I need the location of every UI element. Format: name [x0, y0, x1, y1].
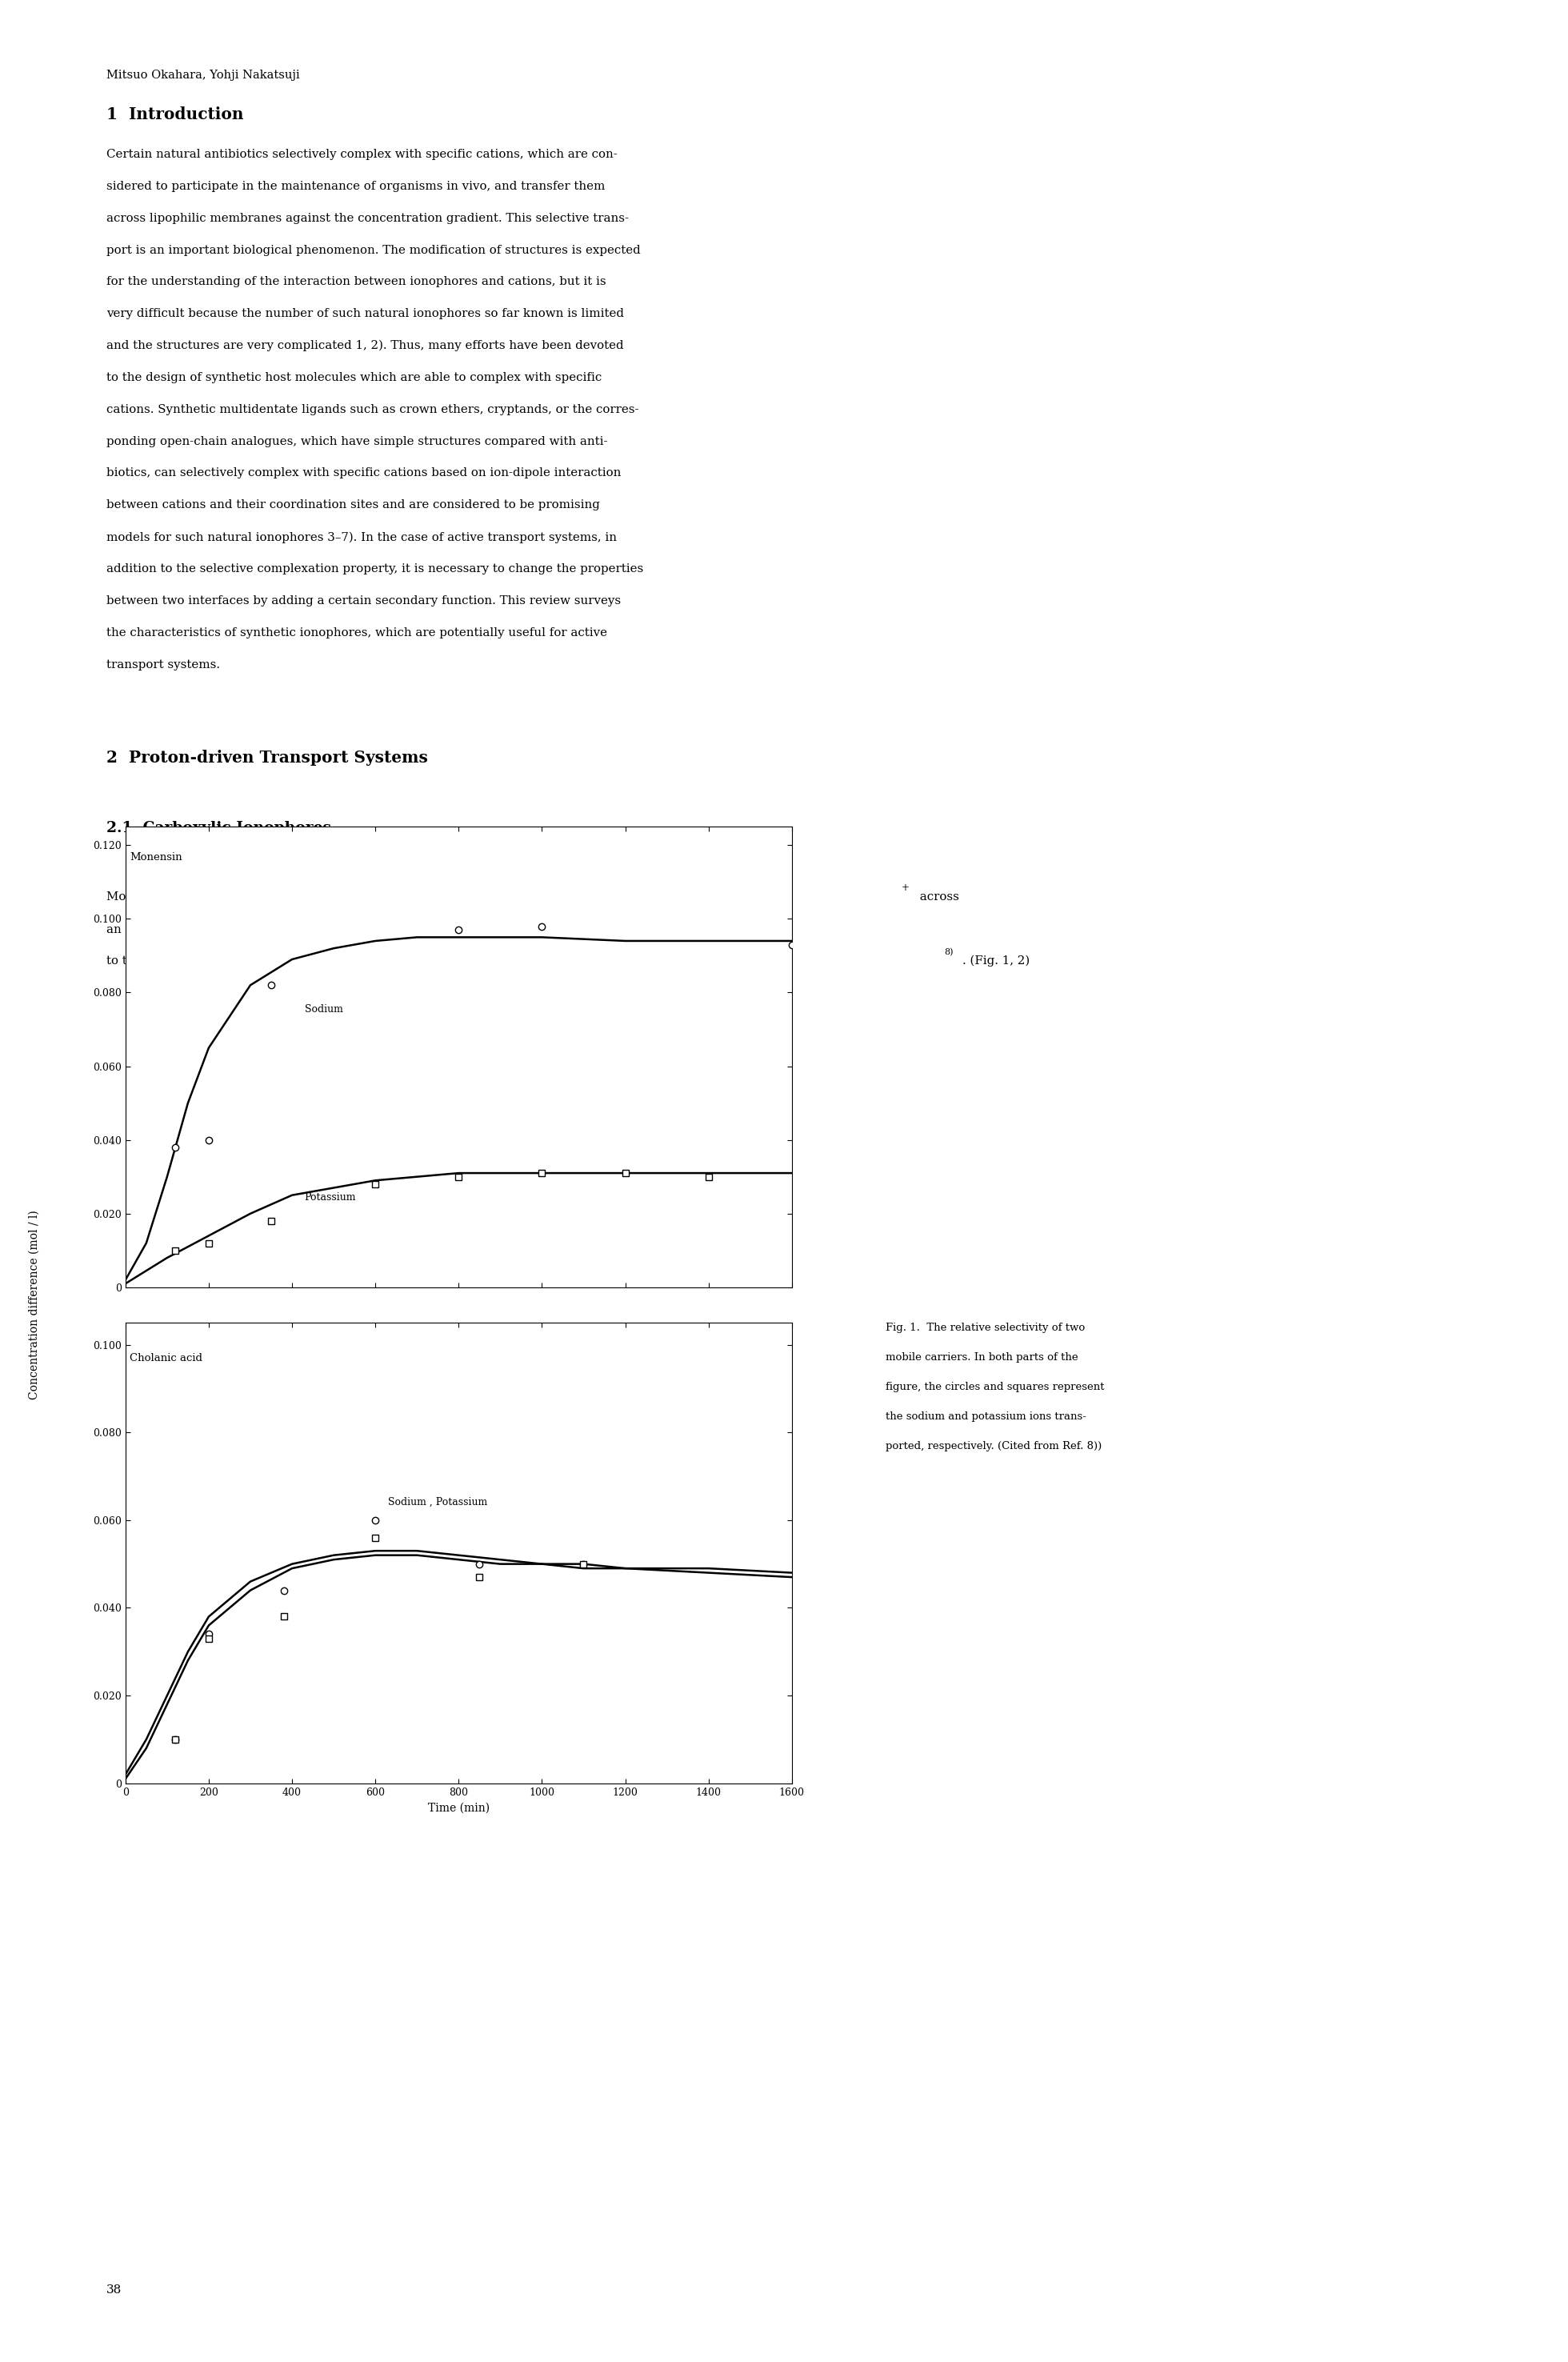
Text: an artificial liquid membrane (organic solvent) from the basic aqueous phase (IN: an artificial liquid membrane (organic s…: [107, 924, 607, 935]
Text: Fig. 1.  The relative selectivity of two: Fig. 1. The relative selectivity of two: [886, 1323, 1085, 1332]
Text: Potassium: Potassium: [304, 1193, 356, 1202]
Text: to the acidic aqueous phase (OUT), driven by the proton gradient: to the acidic aqueous phase (OUT), drive…: [107, 957, 506, 966]
Text: port is an important biological phenomenon. The modification of structures is ex: port is an important biological phenomen…: [107, 243, 641, 255]
Text: ponding open-chain analogues, which have simple structures compared with anti-: ponding open-chain analogues, which have…: [107, 435, 608, 446]
Text: biotics, can selectively complex with specific cations based on ion-dipole inter: biotics, can selectively complex with sp…: [107, 468, 621, 479]
X-axis label: Time (min): Time (min): [428, 1802, 489, 1814]
Text: mobile carriers. In both parts of the: mobile carriers. In both parts of the: [886, 1351, 1079, 1363]
Text: 2  Proton-driven Transport Systems: 2 Proton-driven Transport Systems: [107, 751, 428, 765]
Text: very difficult because the number of such natural ionophores so far known is lim: very difficult because the number of suc…: [107, 307, 624, 319]
Text: 38: 38: [107, 2284, 122, 2296]
Text: Concentration difference (mol / l): Concentration difference (mol / l): [28, 1209, 41, 1401]
Text: Certain natural antibiotics selectively complex with specific cations, which are: Certain natural antibiotics selectively …: [107, 149, 618, 161]
Text: Monensin: Monensin: [130, 853, 182, 862]
Text: the sodium and potassium ions trans-: the sodium and potassium ions trans-: [886, 1412, 1087, 1422]
Text: +: +: [902, 883, 909, 893]
Text: Mitsuo Okahara, Yohji Nakatsuji: Mitsuo Okahara, Yohji Nakatsuji: [107, 68, 299, 80]
Text: and the structures are very complicated 1, 2). Thus, many efforts have been devo: and the structures are very complicated …: [107, 340, 624, 352]
Text: sidered to participate in the maintenance of organisms in vivo, and transfer the: sidered to participate in the maintenanc…: [107, 180, 605, 191]
Text: transport systems.: transport systems.: [107, 659, 221, 671]
Text: across lipophilic membranes against the concentration gradient. This selective t: across lipophilic membranes against the …: [107, 213, 629, 224]
Text: cations. Synthetic multidentate ligands such as crown ethers, cryptands, or the : cations. Synthetic multidentate ligands …: [107, 404, 640, 416]
Text: between two interfaces by adding a certain secondary function. This review surve: between two interfaces by adding a certa…: [107, 595, 621, 607]
Text: 1  Introduction: 1 Introduction: [107, 106, 245, 123]
Text: figure, the circles and squares represent: figure, the circles and squares represen…: [886, 1382, 1105, 1391]
Text: Sodium , Potassium: Sodium , Potassium: [387, 1498, 488, 1507]
Text: 8): 8): [944, 950, 953, 957]
Text: Cholanic acid: Cholanic acid: [130, 1353, 202, 1363]
Text: Monensin, which is one of the natural antibiotics, selectively transports Na: Monensin, which is one of the natural an…: [107, 893, 566, 902]
Text: across: across: [916, 893, 958, 902]
Text: to the design of synthetic host molecules which are able to complex with specifi: to the design of synthetic host molecule…: [107, 371, 602, 383]
Text: the characteristics of synthetic ionophores, which are potentially useful for ac: the characteristics of synthetic ionopho…: [107, 626, 607, 638]
Text: . (Fig. 1, 2): . (Fig. 1, 2): [963, 957, 1030, 966]
Text: 2.1  Carboxylic Ionophores: 2.1 Carboxylic Ionophores: [107, 822, 331, 836]
Text: for the understanding of the interaction between ionophores and cations, but it : for the understanding of the interaction…: [107, 276, 607, 288]
Text: addition to the selective complexation property, it is necessary to change the p: addition to the selective complexation p…: [107, 562, 643, 574]
Text: Sodium: Sodium: [304, 1004, 343, 1016]
Text: between cations and their coordination sites and are considered to be promising: between cations and their coordination s…: [107, 501, 601, 510]
Text: models for such natural ionophores 3–7). In the case of active transport systems: models for such natural ionophores 3–7).…: [107, 531, 618, 543]
Text: ported, respectively. (Cited from Ref. 8)): ported, respectively. (Cited from Ref. 8…: [886, 1441, 1102, 1450]
